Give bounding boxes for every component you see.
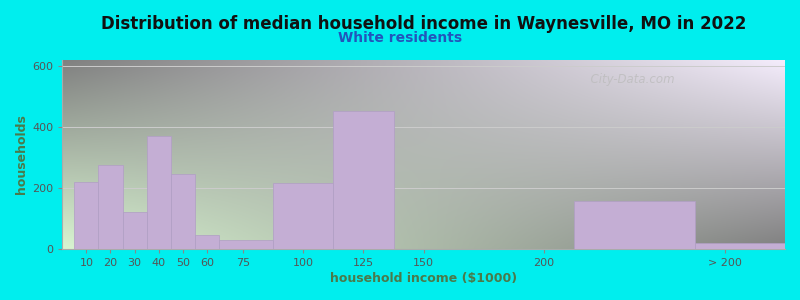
Bar	[74, 182, 98, 249]
Title: Distribution of median household income in Waynesville, MO in 2022: Distribution of median household income …	[101, 15, 746, 33]
X-axis label: household income ($1000): household income ($1000)	[330, 272, 518, 285]
Bar	[195, 235, 219, 249]
Bar	[219, 240, 273, 249]
Bar	[170, 174, 195, 249]
Bar	[273, 183, 334, 249]
Text: City-Data.com: City-Data.com	[582, 73, 674, 86]
Bar	[694, 243, 800, 249]
Bar	[334, 111, 394, 249]
Text: White residents: White residents	[338, 32, 462, 46]
Y-axis label: households: households	[15, 114, 28, 194]
Bar	[574, 202, 694, 249]
Bar	[122, 212, 146, 249]
Bar	[98, 165, 122, 249]
Bar	[146, 136, 170, 249]
